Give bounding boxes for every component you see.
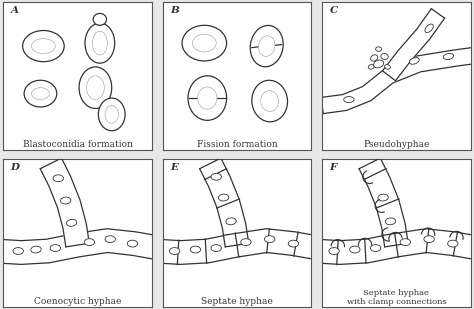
Ellipse shape [252, 80, 288, 122]
Ellipse shape [381, 53, 388, 60]
Text: F: F [329, 163, 337, 172]
Ellipse shape [400, 239, 410, 246]
Text: B: B [170, 6, 179, 15]
Ellipse shape [371, 245, 381, 252]
Ellipse shape [24, 80, 57, 107]
Ellipse shape [241, 239, 251, 246]
Ellipse shape [261, 91, 279, 112]
Text: Blastoconidia formation: Blastoconidia formation [23, 140, 133, 149]
Ellipse shape [105, 236, 116, 243]
Ellipse shape [93, 13, 107, 25]
Ellipse shape [350, 246, 360, 253]
Text: Fission formation: Fission formation [197, 140, 277, 149]
Ellipse shape [226, 218, 236, 225]
Ellipse shape [182, 25, 227, 61]
Ellipse shape [192, 34, 216, 52]
Ellipse shape [198, 87, 217, 109]
Ellipse shape [128, 240, 138, 247]
Ellipse shape [409, 58, 419, 64]
Text: Septate hyphae
with clamp connections: Septate hyphae with clamp connections [346, 289, 447, 306]
Ellipse shape [329, 248, 339, 254]
Text: D: D [11, 163, 20, 172]
Ellipse shape [443, 53, 454, 60]
Ellipse shape [23, 31, 64, 62]
Ellipse shape [84, 239, 95, 246]
Polygon shape [383, 9, 445, 81]
Ellipse shape [188, 76, 227, 120]
Ellipse shape [264, 236, 275, 243]
Polygon shape [0, 229, 161, 265]
Polygon shape [40, 158, 89, 247]
Ellipse shape [105, 105, 118, 123]
Ellipse shape [66, 219, 77, 226]
Ellipse shape [79, 67, 112, 108]
Text: Coenocytic hyphae: Coenocytic hyphae [34, 297, 121, 306]
Text: Pseudohyphae: Pseudohyphae [363, 140, 429, 149]
Text: C: C [329, 6, 338, 15]
Ellipse shape [61, 197, 71, 204]
Polygon shape [321, 47, 474, 114]
Ellipse shape [344, 97, 354, 103]
Ellipse shape [92, 31, 107, 55]
Ellipse shape [375, 47, 382, 51]
Ellipse shape [384, 65, 391, 69]
Ellipse shape [211, 173, 221, 180]
Ellipse shape [219, 194, 229, 201]
Ellipse shape [374, 60, 383, 68]
Ellipse shape [86, 76, 104, 99]
Ellipse shape [169, 248, 180, 254]
Ellipse shape [13, 248, 23, 254]
Polygon shape [314, 229, 474, 265]
Ellipse shape [385, 218, 396, 225]
Ellipse shape [258, 36, 275, 57]
Ellipse shape [378, 194, 388, 201]
Ellipse shape [250, 25, 283, 67]
Ellipse shape [447, 240, 458, 247]
Ellipse shape [368, 65, 374, 69]
Polygon shape [359, 158, 408, 247]
Ellipse shape [31, 246, 41, 253]
Ellipse shape [85, 23, 115, 63]
Ellipse shape [53, 175, 64, 182]
Polygon shape [155, 229, 321, 265]
Ellipse shape [99, 98, 125, 131]
Ellipse shape [32, 88, 49, 99]
Polygon shape [200, 158, 249, 247]
Text: A: A [11, 6, 19, 15]
Text: Septate hyphae: Septate hyphae [201, 297, 273, 306]
Ellipse shape [32, 39, 55, 53]
Ellipse shape [211, 245, 221, 252]
Ellipse shape [190, 246, 201, 253]
Ellipse shape [424, 236, 434, 243]
Text: E: E [170, 163, 178, 172]
Ellipse shape [371, 55, 378, 61]
Ellipse shape [288, 240, 299, 247]
Ellipse shape [50, 245, 61, 252]
Ellipse shape [425, 24, 433, 32]
